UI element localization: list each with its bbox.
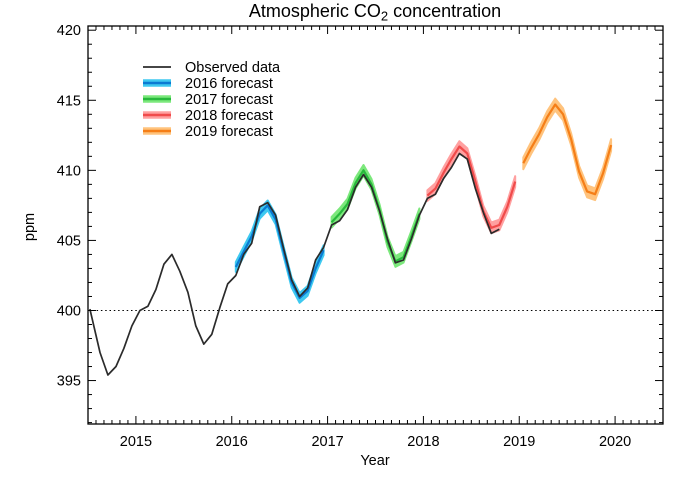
observed-line xyxy=(89,152,500,376)
x-tick-label: 2015 xyxy=(120,434,152,450)
x-tick-label: 2020 xyxy=(599,434,631,450)
forecast-line-2019 xyxy=(522,103,613,196)
forecast-line-2017 xyxy=(330,169,421,263)
x-tick-label: 2016 xyxy=(216,434,248,450)
plot-area xyxy=(88,97,663,376)
y-tick-label: 420 xyxy=(57,23,81,39)
y-tick-label: 410 xyxy=(57,163,81,179)
x-tick-label: 2018 xyxy=(407,434,439,450)
forecast-line-2016 xyxy=(234,204,325,299)
y-tick-label: 415 xyxy=(57,93,81,109)
forecast-band-2016 xyxy=(234,199,325,304)
legend-label: 2019 forecast xyxy=(185,124,273,140)
x-tick-label: 2019 xyxy=(503,434,535,450)
y-axis-title: ppm xyxy=(22,213,38,241)
y-tick-label: 400 xyxy=(57,303,81,319)
legend-label: 2017 forecast xyxy=(185,92,273,108)
axis-ticks xyxy=(88,26,663,424)
x-axis-title: Year xyxy=(360,453,389,469)
legend-label: 2016 forecast xyxy=(185,76,273,92)
legend-label: Observed data xyxy=(185,60,281,76)
chart-title: Atmospheric CO2 concentration xyxy=(249,1,501,24)
y-tick-label: 395 xyxy=(57,374,81,390)
forecast-line-2018 xyxy=(426,145,517,229)
legend-label: 2018 forecast xyxy=(185,108,273,124)
forecast-band-2019 xyxy=(522,97,613,202)
x-tick-label: 2017 xyxy=(311,434,343,450)
plot-frame xyxy=(87,25,664,425)
y-tick-label: 405 xyxy=(57,233,81,249)
axis-tick-labels: 2015 2016 2017 2018 2019 2020 395 400 405 410 415 4… xyxy=(57,23,631,450)
